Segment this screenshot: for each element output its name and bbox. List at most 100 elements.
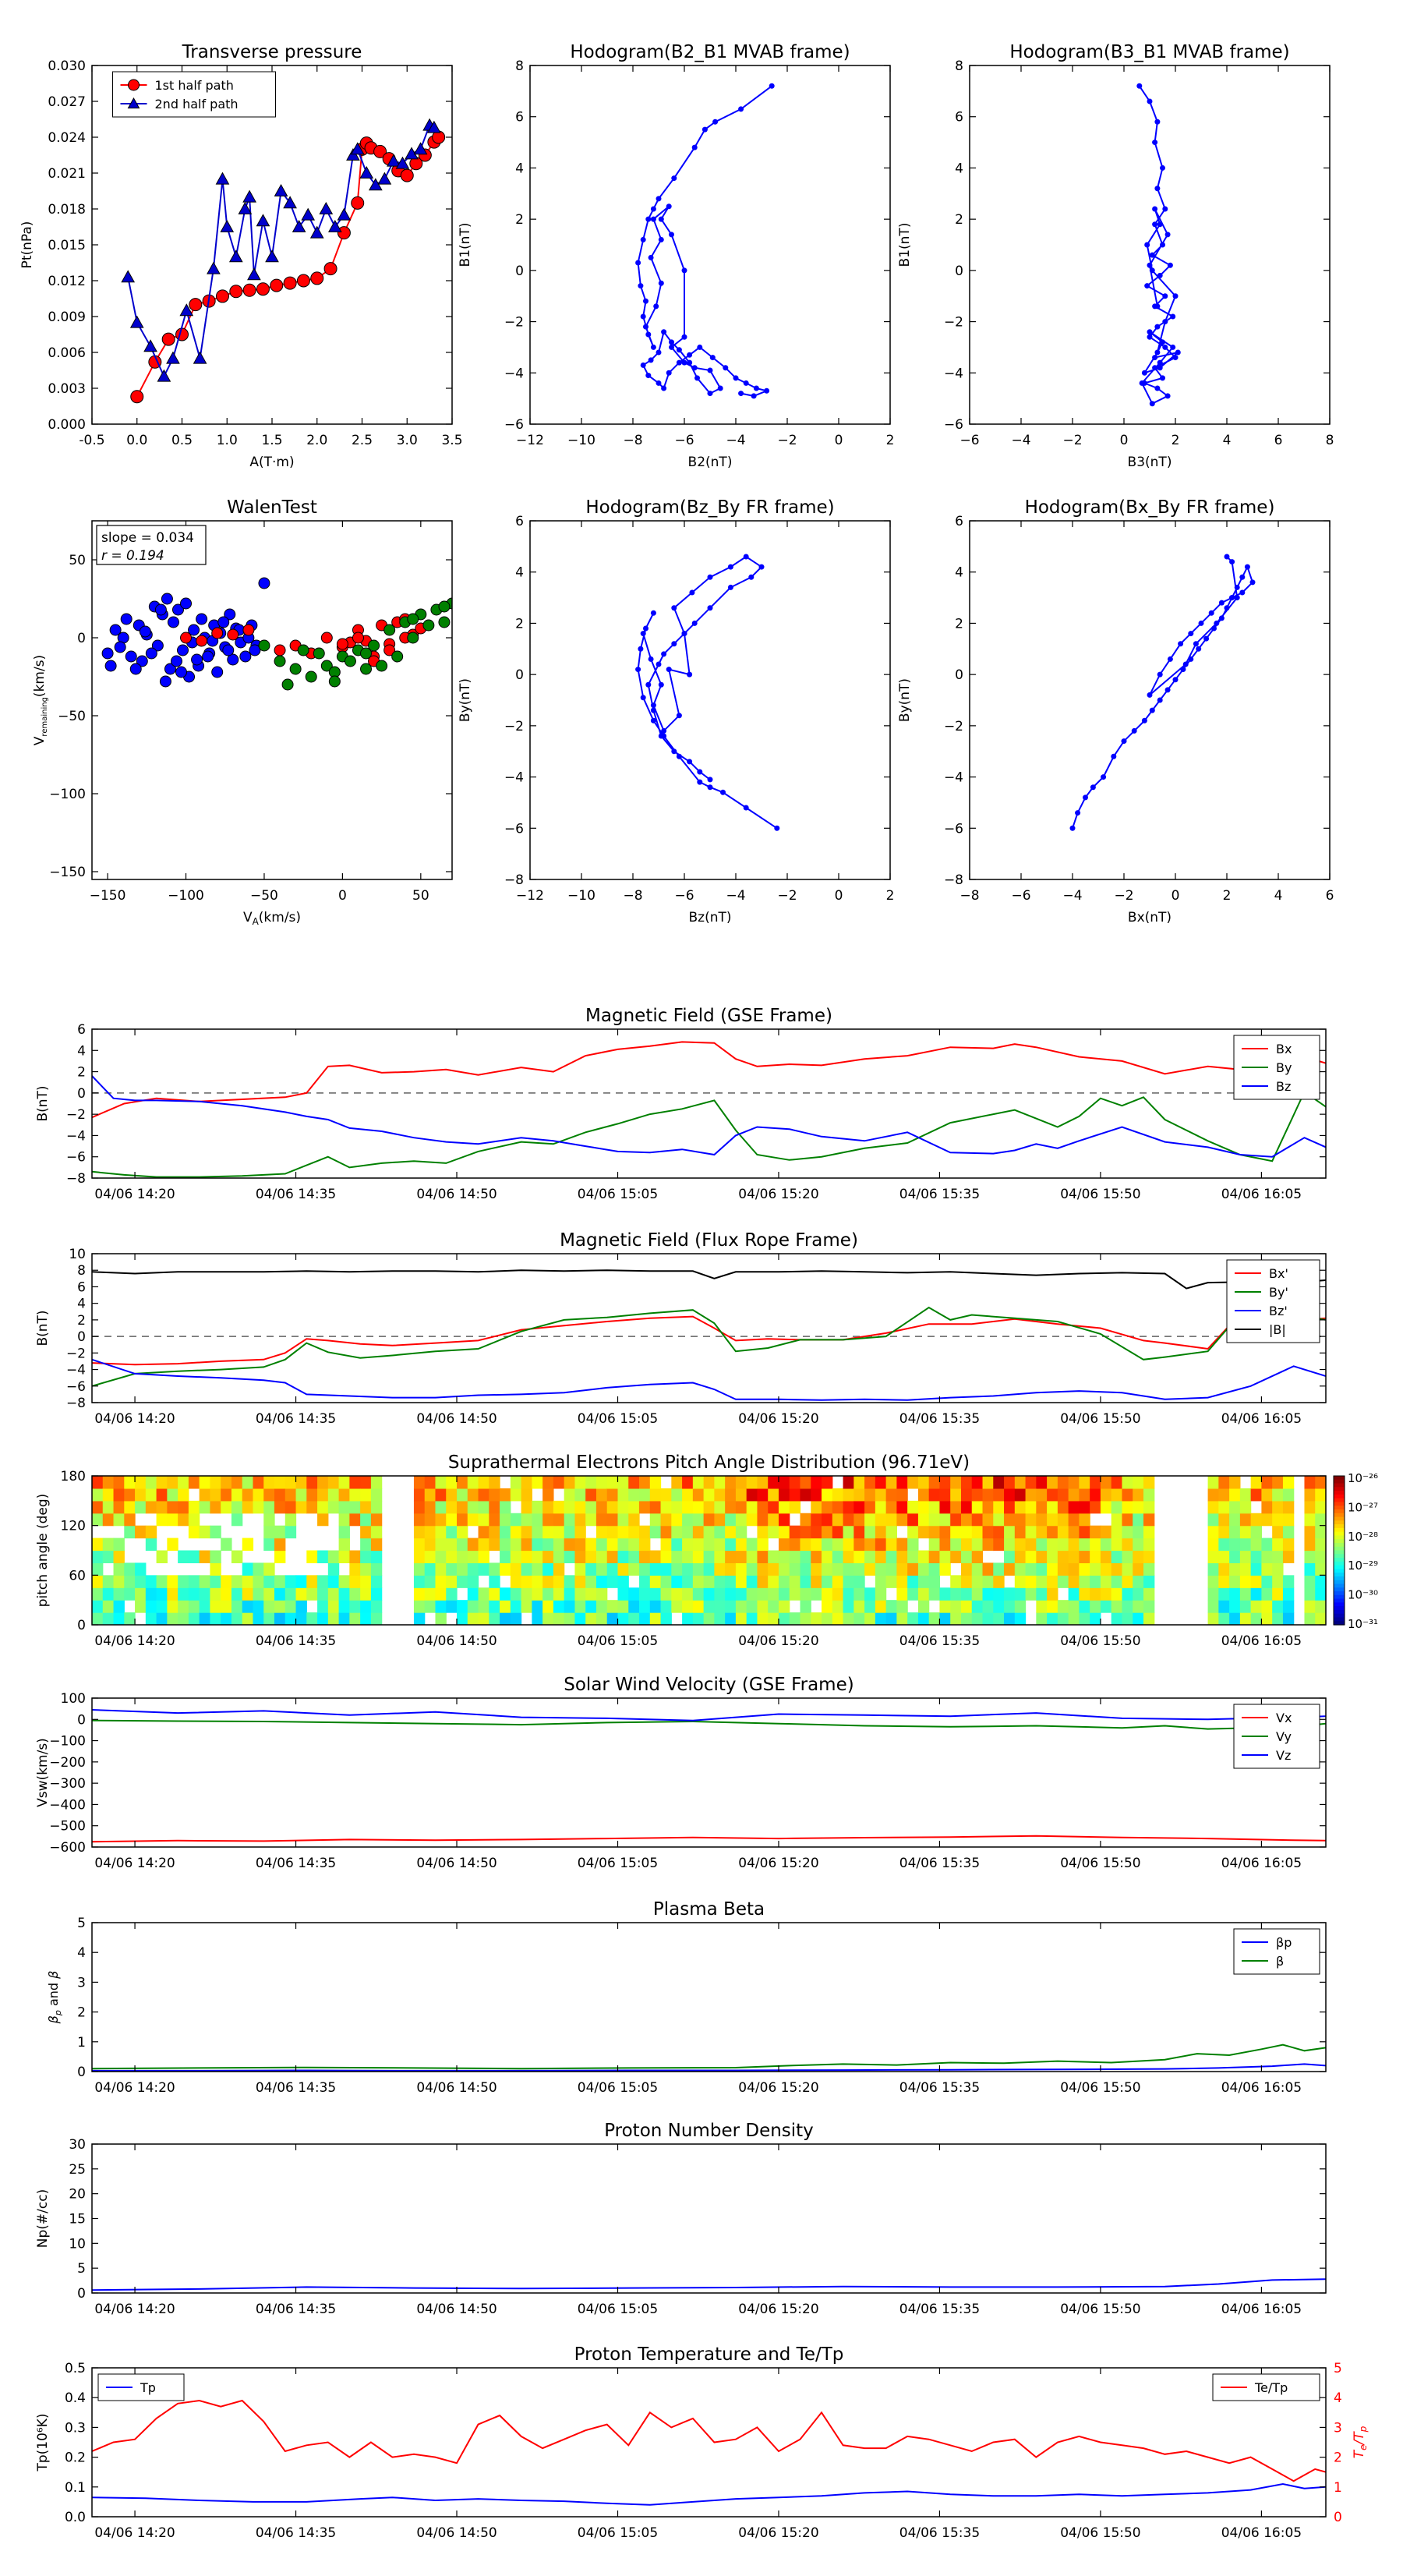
suprathermal-electrons-pad-heatmap-cell: [1229, 1488, 1241, 1502]
suprathermal-electrons-pad-heatmap-cell: [284, 1575, 297, 1588]
hodogram-b2-b1-data-point: [707, 367, 713, 373]
suprathermal-electrons-pad-heatmap-cell: [885, 1476, 897, 1489]
suprathermal-electrons-pad-heatmap-cell: [478, 1525, 489, 1539]
suprathermal-electrons-pad-heatmap-cell: [274, 1587, 286, 1601]
suprathermal-electrons-pad-heatmap-cell: [1100, 1500, 1112, 1514]
hodogram-bz-by-data-point: [666, 667, 672, 673]
suprathermal-electrons-pad-heatmap-cell: [885, 1488, 897, 1502]
hodogram-bz-by-ytick-label: −2: [504, 719, 524, 734]
plasma-beta-xtick-label: 04/06 16:05: [1221, 2080, 1302, 2096]
suprathermal-electrons-pad-heatmap-cell: [832, 1550, 844, 1564]
suprathermal-electrons-pad-heatmap-cell: [113, 1600, 125, 1613]
suprathermal-electrons-pad-heatmap-cell: [253, 1600, 264, 1613]
suprathermal-electrons-pad-heatmap-cell: [1239, 1550, 1252, 1564]
suprathermal-electrons-pad-heatmap-cell: [692, 1562, 705, 1576]
suprathermal-electrons-pad-heatmap-cell: [188, 1513, 200, 1527]
suprathermal-electrons-pad-heatmap-cell: [950, 1575, 962, 1588]
hodogram-bz-by-xtick-label: −8: [623, 888, 642, 904]
suprathermal-electrons-pad-heatmap-cell: [446, 1562, 458, 1576]
suprathermal-electrons-pad-heatmap-cell: [628, 1612, 640, 1625]
hodogram-b2-b1-data-point: [645, 331, 652, 338]
hodogram-bz-by-data-point: [650, 702, 656, 709]
suprathermal-electrons-pad-heatmap-cell: [928, 1562, 941, 1576]
proton-number-density-xtick-label: 04/06 14:35: [256, 2302, 336, 2317]
transverse-pressure-data-point: [129, 315, 144, 328]
suprathermal-electrons-pad-heatmap-cell: [982, 1513, 994, 1527]
solar-wind-velocity-plot-frame: [91, 1697, 1327, 1848]
suprathermal-electrons-pad-heatmap-cell: [178, 1587, 189, 1601]
plasma-beta-legend-frame: [1233, 1928, 1320, 1975]
plasma-beta-title: Plasma Beta: [653, 1899, 765, 1920]
magnetic-field-fr-xtick-label: 04/06 15:05: [578, 1411, 658, 1427]
suprathermal-electrons-pad-heatmap-cell: [360, 1537, 372, 1552]
suprathermal-electrons-pad-heatmap-cell: [660, 1612, 672, 1625]
suprathermal-electrons-pad-heatmap-cell: [446, 1550, 458, 1564]
suprathermal-electrons-pad-heatmap-cell: [1250, 1537, 1263, 1552]
suprathermal-electrons-pad-heatmap-cell: [960, 1612, 973, 1625]
suprathermal-electrons-pad-heatmap-cell: [725, 1537, 737, 1552]
suprathermal-electrons-pad-heatmap-cell: [188, 1500, 200, 1514]
hodogram-bx-by-data-point: [1147, 692, 1153, 698]
suprathermal-electrons-pad-heatmap-cell: [639, 1612, 651, 1625]
suprathermal-electrons-pad-heatmap-cell: [500, 1537, 511, 1552]
suprathermal-electrons-pad-heatmap-cell: [853, 1600, 865, 1613]
suprathermal-electrons-pad-heatmap-cell: [500, 1550, 511, 1564]
suprathermal-electrons-pad-heatmap-cell: [928, 1488, 941, 1502]
suprathermal-electrons-pad-heatmap-cell: [413, 1500, 426, 1514]
hodogram-b2-b1-ylabel: B1(nT): [458, 223, 473, 267]
suprathermal-electrons-pad-heatmap-cell: [928, 1476, 941, 1489]
suprathermal-electrons-pad-heatmap-cell: [349, 1587, 361, 1601]
suprathermal-electrons-pad-heatmap-cell: [725, 1488, 737, 1502]
hodogram-b3-b1-xtick-label: 0: [1120, 433, 1129, 448]
suprathermal-electrons-pad-heatmap-cell: [1122, 1525, 1133, 1539]
suprathermal-electrons-pad-heatmap-cell: [714, 1612, 726, 1625]
suprathermal-electrons-pad-heatmap-cell: [660, 1537, 672, 1552]
suprathermal-electrons-pad-heatmap-cell: [811, 1500, 822, 1514]
suprathermal-electrons-pad-heatmap-cell: [188, 1612, 200, 1625]
suprathermal-electrons-pad-heatmap-cell: [242, 1562, 254, 1576]
suprathermal-electrons-pad-heatmap-cell: [145, 1488, 157, 1502]
hodogram-bz-by-data-point: [661, 727, 667, 734]
suprathermal-electrons-pad-heatmap-cell: [145, 1500, 157, 1514]
suprathermal-electrons-pad-heatmap-cell: [564, 1587, 576, 1601]
suprathermal-electrons-pad-heatmap-cell: [993, 1537, 1005, 1552]
transverse-pressure-data-point: [387, 154, 401, 167]
suprathermal-electrons-pad-heatmap-cell: [1025, 1537, 1037, 1552]
walen-test-data-point: [383, 644, 396, 656]
hodogram-b2-b1-data-point: [661, 329, 667, 335]
hodogram-b2-b1-data-point: [691, 144, 698, 150]
suprathermal-electrons-pad-colorbar-frame: [1333, 1475, 1345, 1626]
plasma-beta-ylabel-beta: β: [46, 1971, 61, 1980]
suprathermal-electrons-pad-heatmap-cell: [832, 1587, 844, 1601]
suprathermal-electrons-pad-heatmap-cell: [349, 1562, 361, 1576]
suprathermal-electrons-pad-heatmap-cell: [92, 1562, 104, 1576]
suprathermal-electrons-pad-heatmap-cell: [960, 1476, 973, 1489]
suprathermal-electrons-pad-heatmap-cell: [564, 1513, 576, 1527]
suprathermal-electrons-pad-heatmap-cell: [553, 1612, 565, 1625]
suprathermal-electrons-pad-heatmap-cell: [102, 1488, 115, 1502]
suprathermal-electrons-pad-heatmap-cell: [875, 1612, 887, 1625]
suprathermal-electrons-pad-heatmap-cell: [446, 1488, 458, 1502]
suprathermal-electrons-pad-heatmap-cell: [574, 1562, 586, 1576]
hodogram-b3-b1-data-point: [1154, 186, 1161, 192]
suprathermal-electrons-pad-heatmap-cell: [1025, 1562, 1037, 1576]
suprathermal-electrons-pad-xtick-label: 04/06 15:50: [1060, 1633, 1140, 1649]
suprathermal-electrons-pad-heatmap-cell: [1122, 1550, 1133, 1564]
suprathermal-electrons-pad-heatmap-cell: [692, 1525, 705, 1539]
hodogram-b3-b1-data-point: [1144, 242, 1150, 248]
proton-number-density-xtick-label: 04/06 16:05: [1221, 2302, 1302, 2317]
suprathermal-electrons-pad-colorbar-step: [1334, 1483, 1345, 1488]
hodogram-bx-by-data-point: [1188, 631, 1194, 637]
suprathermal-electrons-pad-heatmap-cell: [553, 1575, 565, 1588]
hodogram-b2-b1-data-point: [687, 359, 693, 366]
solar-wind-velocity-xtick-label: 04/06 14:35: [256, 1856, 336, 1871]
suprathermal-electrons-pad-heatmap-cell: [242, 1587, 254, 1601]
suprathermal-electrons-pad-heatmap-cell: [113, 1513, 125, 1527]
suprathermal-electrons-pad-heatmap-cell: [585, 1488, 597, 1502]
hodogram-b3-b1-data-point: [1152, 206, 1158, 212]
hodogram-b3-b1-data-point: [1157, 272, 1163, 278]
suprathermal-electrons-pad-heatmap-cell: [660, 1513, 672, 1527]
suprathermal-electrons-pad-heatmap-cell: [746, 1476, 758, 1489]
